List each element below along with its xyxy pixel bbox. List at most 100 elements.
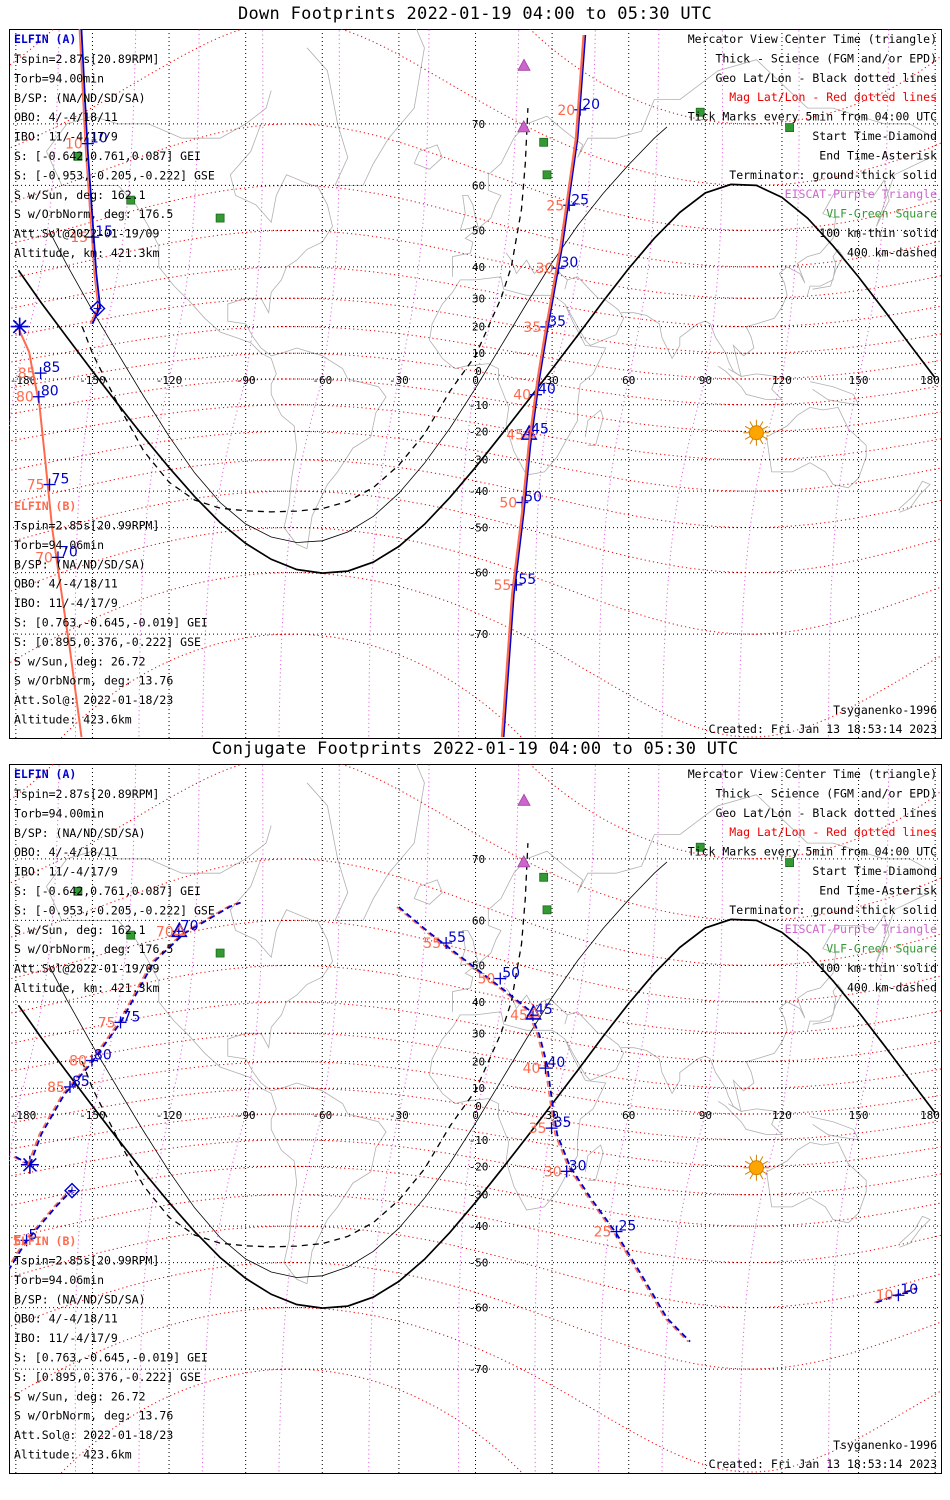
sun-ray [762, 435, 768, 440]
mag-meridian [827, 29, 890, 739]
model-label: Tsyganenko-1996 [833, 1438, 937, 1452]
down-footprints-map: -180 -150 -120 -90 -60 -30 0 30 60 90 120 150 180-70… [9, 29, 942, 739]
sun-ray [759, 1173, 764, 1180]
vlf-square [695, 107, 705, 117]
elfin-b-info-line: Altitude: 423.6km [14, 713, 132, 727]
legend-entry: Tick Marks every 5min from 04:00 UTC [688, 110, 937, 124]
terminator-ground [17, 183, 936, 574]
mag-meridian [138, 29, 200, 739]
y-tick-label: 0 [475, 365, 482, 378]
track-tick-label-a: 75 [123, 1009, 141, 1025]
track-tick-label-b: 45 [506, 428, 524, 444]
elfin-b-name: ELFIN (B) [14, 499, 76, 513]
elfin-b-info-line: S: [0.895,0.376,-0.222] GSE [14, 635, 201, 649]
elfin-a-info-line: Att.Sol@2022-01-19/09 [14, 227, 159, 241]
sun-ray [749, 438, 754, 445]
coastline [46, 151, 308, 550]
y-tick-label: -40 [469, 1220, 489, 1233]
legend-entry: Start Time-Diamond [812, 864, 937, 878]
legend-entry: Terminator: ground-thick solid [729, 168, 937, 182]
track-tick-label-b: 30 [536, 261, 554, 277]
coastline [429, 1011, 607, 1211]
legend-entry: Geo Lat/Lon - Black dotted lines [715, 71, 937, 85]
y-tick-label: -50 [469, 1257, 489, 1270]
mag-meridian [9, 764, 60, 1168]
track-tick-label-a: 70 [181, 918, 199, 934]
coastline [809, 381, 860, 406]
sun-ray [744, 425, 751, 430]
mag-meridian [368, 764, 430, 1474]
vlf-square [785, 123, 795, 133]
mag-lat-line [9, 1087, 942, 1141]
vlf-square [126, 195, 136, 205]
elfin-a-info-line: Altitude, km: 421.3km [14, 246, 159, 260]
track-tick-label-a: 55 [448, 930, 466, 946]
track-tick-label-a: 85 [43, 360, 61, 376]
mag-lat-line [9, 1139, 942, 1196]
track-tick-label-a: 30 [560, 255, 578, 271]
panel-text-overlay: ELFIN (A) Tspin=2.87s[20.89RPM] Torb=94.00… [14, 32, 937, 736]
track-tick-label-a: 75 [52, 472, 70, 488]
mag-lat-line [9, 230, 942, 299]
track-tick-label-a: 10 [90, 131, 108, 147]
coastline [452, 794, 936, 1012]
y-tick-label: -10 [469, 399, 489, 412]
y-tick-label: -20 [469, 1160, 489, 1173]
track-b-line [501, 34, 585, 738]
coastline [459, 930, 479, 966]
vlf-square [539, 872, 549, 882]
vlf-square [215, 948, 225, 958]
y-tick-label: 50 [472, 224, 485, 237]
elfin-b-info-line: Tspin=2.85s[20.99RPM] [14, 519, 159, 533]
coastline [766, 1141, 867, 1224]
elfin-a-info-line: Torb=94.00min [14, 71, 104, 85]
mag-lat-line [9, 352, 942, 406]
vlf-square [126, 930, 136, 940]
track-tick-label-b: 70 [156, 924, 174, 940]
elfin-a-info-line: B/SP: (NA/ND/SD/SA) [14, 826, 146, 840]
track-tick-label-b: 85 [18, 366, 36, 382]
mag-lat-line [9, 430, 942, 492]
sun-ray [759, 438, 764, 445]
coastline [899, 1215, 931, 1248]
mag-meridian [74, 29, 137, 739]
y-tick-label: -60 [469, 567, 489, 580]
track-tick-label-b: 80 [69, 1054, 87, 1070]
terminator-400km [81, 108, 529, 513]
coastline [46, 90, 272, 152]
track-tick-label-a: 40 [538, 382, 556, 398]
track-tick-label-a: 45 [535, 1002, 553, 1018]
elfin-b-info-line: S: [0.895,0.376,-0.222] GSE [14, 1370, 201, 1384]
legend-entry: Tick Marks every 5min from 04:00 UTC [688, 845, 937, 859]
elfin-a-info-line: Tspin=2.87s[20.89RPM] [14, 787, 159, 801]
x-tick-label: 90 [699, 374, 712, 387]
vlf-square [542, 170, 552, 180]
y-tick-label: 70 [472, 118, 485, 131]
legend-entry: Thick - Science (FGM and/or EPD) [715, 51, 937, 65]
y-tick-label: -70 [469, 628, 489, 641]
track-tick-label-a: 30 [569, 1158, 587, 1174]
mag-lat-line [9, 1165, 942, 1227]
track-tick-label-b: 55 [494, 578, 512, 594]
track-b-line [16, 326, 83, 738]
coastline [505, 987, 625, 1081]
vlf-square [73, 886, 83, 896]
y-tick-label: 40 [472, 261, 485, 274]
created-label: Created: Fri Jan 13 18:53:14 2023 [709, 722, 938, 736]
y-tick-label: 40 [472, 996, 485, 1009]
x-tick-label: 60 [622, 374, 635, 387]
y-tick-label: 30 [472, 1027, 485, 1040]
mag-meridian [827, 764, 890, 1474]
elfin-a-info-line: S: [-0.953,-0.205,-0.222] GSE [14, 168, 215, 182]
y-tick-label: 10 [472, 1082, 485, 1095]
terminator-ground [17, 918, 936, 1309]
track-tick-label-b: 15 [70, 230, 88, 246]
vlf-square [785, 858, 795, 868]
vlf-square [542, 905, 552, 915]
track-a-line [80, 29, 102, 325]
mag-lat-line [9, 1032, 942, 1089]
coastline [584, 1144, 604, 1181]
legend-entry: Terminator: ground-thick solid [729, 903, 937, 917]
mag-lat-line [9, 764, 942, 921]
y-tick-label: -40 [469, 485, 489, 498]
